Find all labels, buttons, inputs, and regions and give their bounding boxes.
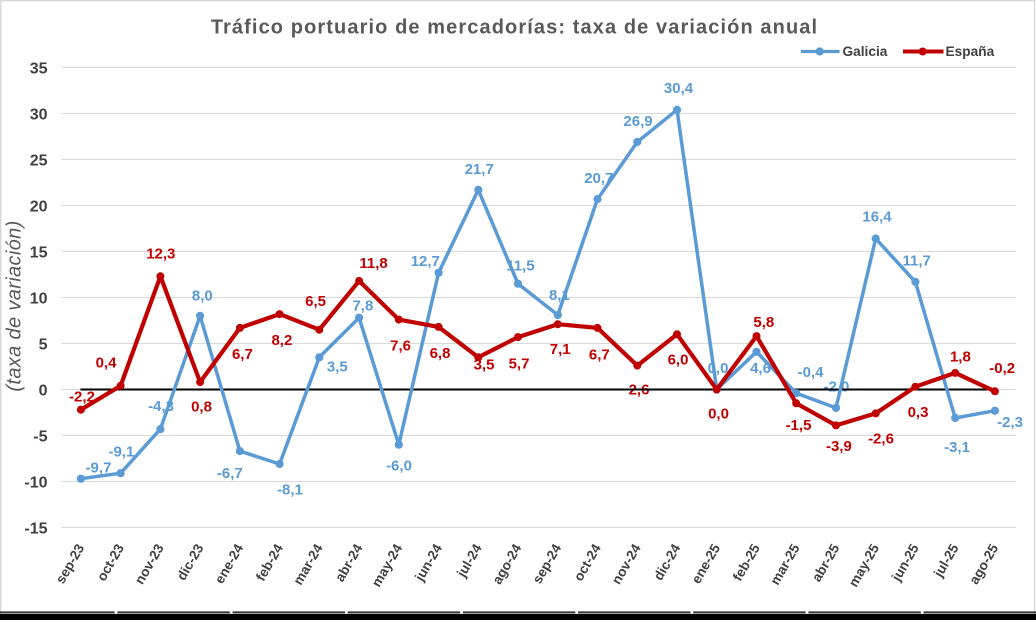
svg-text:3,5: 3,5: [327, 359, 348, 376]
svg-text:-9,1: -9,1: [108, 444, 134, 461]
svg-text:6,0: 6,0: [668, 352, 689, 369]
svg-text:26,9: 26,9: [623, 113, 652, 130]
svg-text:-0,2: -0,2: [989, 360, 1015, 377]
svg-text:8,2: 8,2: [271, 332, 292, 349]
svg-text:30,4: 30,4: [664, 80, 694, 97]
svg-text:-2,2: -2,2: [69, 389, 95, 406]
svg-text:7,6: 7,6: [390, 338, 411, 355]
svg-text:España: España: [946, 44, 995, 59]
svg-text:0,0: 0,0: [708, 406, 729, 423]
svg-text:6,5: 6,5: [305, 293, 326, 310]
svg-text:0: 0: [39, 383, 48, 400]
svg-text:10: 10: [30, 291, 48, 308]
svg-text:4,6: 4,6: [750, 360, 771, 377]
svg-text:30: 30: [30, 107, 48, 124]
svg-text:11,8: 11,8: [359, 255, 387, 272]
svg-text:20,7: 20,7: [584, 170, 613, 187]
svg-text:-10: -10: [24, 475, 47, 492]
svg-text:20: 20: [30, 199, 48, 216]
svg-text:35: 35: [30, 61, 48, 78]
svg-text:16,4: 16,4: [862, 209, 892, 226]
svg-text:0,8: 0,8: [191, 399, 212, 416]
svg-text:8,0: 8,0: [192, 288, 213, 305]
svg-text:7,8: 7,8: [352, 298, 373, 315]
svg-text:-8,1: -8,1: [277, 482, 303, 499]
svg-text:-5: -5: [33, 429, 47, 446]
svg-text:5,8: 5,8: [753, 314, 774, 331]
svg-text:12,7: 12,7: [411, 253, 440, 270]
svg-text:6,7: 6,7: [232, 346, 253, 363]
svg-text:-2,6: -2,6: [868, 430, 894, 447]
svg-text:12,3: 12,3: [146, 246, 175, 263]
svg-text:0,3: 0,3: [908, 404, 929, 421]
svg-text:0,4: 0,4: [96, 355, 118, 372]
svg-text:5: 5: [39, 337, 48, 354]
svg-text:25: 25: [30, 153, 48, 170]
svg-text:-1,5: -1,5: [786, 417, 812, 434]
svg-text:-0,4: -0,4: [798, 364, 825, 381]
svg-text:-3,1: -3,1: [944, 439, 970, 456]
svg-text:-15: -15: [24, 521, 47, 538]
svg-text:-9,7: -9,7: [86, 460, 112, 477]
svg-text:6,7: 6,7: [589, 347, 610, 364]
svg-text:-2,3: -2,3: [997, 414, 1023, 431]
svg-text:Tráfico portuario de mercadorí: Tráfico portuario de mercadorías: taxa d…: [211, 17, 818, 39]
svg-text:(taxa de variación): (taxa de variación): [4, 220, 26, 391]
svg-text:21,7: 21,7: [465, 161, 494, 178]
svg-text:15: 15: [30, 245, 48, 262]
svg-text:1,8: 1,8: [950, 349, 971, 366]
svg-text:Galicia: Galicia: [843, 44, 888, 59]
svg-text:-3,9: -3,9: [826, 438, 852, 455]
svg-text:5,7: 5,7: [509, 356, 530, 373]
svg-text:-6,7: -6,7: [217, 465, 243, 482]
svg-text:6,8: 6,8: [430, 345, 451, 362]
svg-text:-2,0: -2,0: [823, 378, 849, 395]
svg-text:7,1: 7,1: [550, 341, 571, 358]
svg-text:-6,0: -6,0: [386, 457, 412, 474]
svg-text:11,7: 11,7: [903, 252, 931, 269]
